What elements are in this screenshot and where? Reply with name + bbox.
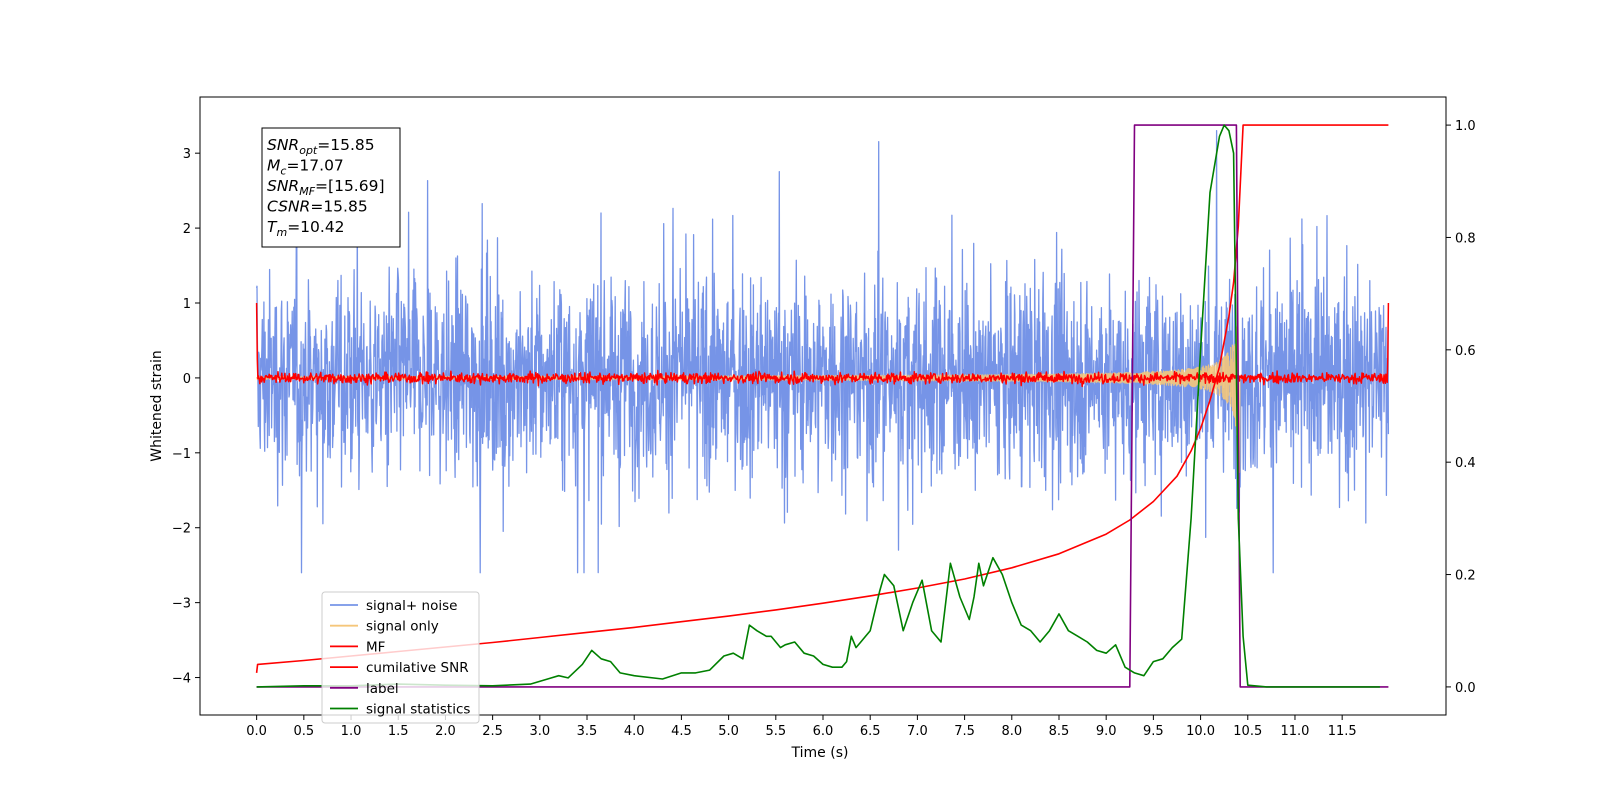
- left-y-tick-label: 0: [183, 372, 191, 387]
- right-y-tick-label: 0.4: [1455, 456, 1476, 471]
- x-tick-label: 5.0: [718, 724, 739, 739]
- x-tick-label: 4.0: [624, 724, 645, 739]
- annotation-line: Mc=17.07: [267, 157, 344, 178]
- x-tick-label: 7.0: [907, 724, 928, 739]
- mf-line: [255, 302, 1390, 388]
- x-tick-label: 0.0: [246, 724, 267, 739]
- left-y-tick-label: 3: [183, 147, 191, 162]
- left-y-tick-label: −4: [172, 672, 191, 687]
- legend-label: signal only: [366, 619, 439, 635]
- annotation-line: CSNR=15.85: [267, 198, 368, 216]
- x-tick-label: 11.5: [1328, 724, 1357, 739]
- annotation-frame: [261, 127, 401, 248]
- annotation-line: SNRopt=15.85: [267, 136, 375, 157]
- x-tick-label: 11.0: [1280, 724, 1309, 739]
- legend-label: cumilative SNR: [366, 660, 469, 676]
- right-y-tick-label: 0.0: [1455, 681, 1476, 696]
- left-y-tick-label: −1: [172, 447, 191, 462]
- x-tick-label: 10.5: [1233, 724, 1262, 739]
- x-axis: 0.0 0.5 1.0 1.5 2.0 2.5 3.0 3.5 4.0 4.5 5.0 5.5 6.0 6…: [246, 715, 1357, 739]
- x-tick-label: 4.5: [671, 724, 692, 739]
- left-y-tick-label: 1: [183, 297, 191, 312]
- annotation-line: SNRMF=[15.69]: [267, 177, 385, 198]
- x-tick-label: 0.5: [293, 724, 314, 739]
- x-tick-label: 9.0: [1096, 724, 1117, 739]
- left-y-axis: −4 −3 −2 −1 0 1 2 3: [172, 147, 200, 687]
- x-tick-label: 1.5: [388, 724, 409, 739]
- annotation-box: SNRopt=15.85Mc=17.07SNRMF=[15.69]CSNR=15…: [261, 127, 401, 248]
- left-y-tick-label: −2: [172, 522, 191, 537]
- right-y-tick-label: 1.0: [1455, 119, 1476, 134]
- x-tick-label: 6.0: [813, 724, 834, 739]
- x-tick-label: 6.5: [860, 724, 881, 739]
- x-tick-label: 9.5: [1143, 724, 1164, 739]
- legend-label: signal statistics: [366, 702, 470, 718]
- left-y-tick-label: 2: [183, 222, 191, 237]
- legend: signal+ noise signal only MF cumilative SNR…: [321, 591, 480, 724]
- x-tick-label: 3.0: [529, 724, 550, 739]
- x-tick-label: 3.5: [577, 724, 598, 739]
- x-tick-label: 2.0: [435, 724, 456, 739]
- legend-frame: [321, 591, 480, 724]
- x-tick-label: 1.0: [341, 724, 362, 739]
- right-y-tick-label: 0.6: [1455, 344, 1476, 359]
- signal-statistics-line: [256, 124, 1380, 688]
- right-y-tick-label: 0.8: [1455, 231, 1476, 246]
- legend-label: MF: [366, 639, 385, 655]
- annotation-line: Tm=10.42: [267, 218, 345, 239]
- left-y-tick-label: −3: [172, 597, 191, 612]
- right-y-tick-label: 0.2: [1455, 569, 1476, 584]
- x-tick-label: 8.5: [1049, 724, 1070, 739]
- x-axis-label: Time (s): [791, 745, 849, 761]
- x-tick-label: 8.0: [1001, 724, 1022, 739]
- x-tick-label: 7.5: [954, 724, 975, 739]
- legend-label: signal+ noise: [366, 598, 457, 614]
- signal-plus-noise-line: [255, 130, 1390, 574]
- x-tick-label: 10.0: [1186, 724, 1215, 739]
- legend-label: label: [366, 681, 399, 697]
- x-tick-label: 5.5: [765, 724, 786, 739]
- y-axis-label: Whitened strain: [149, 350, 165, 461]
- right-y-axis: 0.0 0.2 0.4 0.6 0.8 1.0: [1446, 119, 1476, 696]
- x-tick-label: 2.5: [482, 724, 503, 739]
